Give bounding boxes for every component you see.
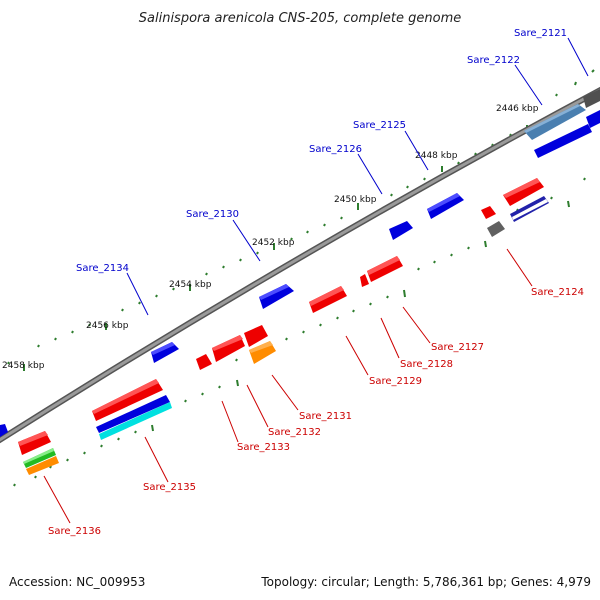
map-title: Salinispora arenicola CNS-205, complete … bbox=[139, 11, 461, 26]
gene-label-reverse[interactable]: Sare_2128 bbox=[400, 359, 453, 370]
gene-label-forward[interactable]: Sare_2134 bbox=[76, 263, 129, 274]
gene-arrow[interactable] bbox=[151, 342, 179, 363]
ruler-label: 2458 kbp bbox=[2, 361, 45, 371]
gene-arrow[interactable] bbox=[524, 104, 586, 140]
ruler-label: 2456 kbp bbox=[86, 321, 129, 331]
gene-arrow[interactable] bbox=[534, 124, 592, 158]
ruler-label: 2454 kbp bbox=[169, 280, 212, 290]
gene-label-reverse[interactable]: Sare_2129 bbox=[369, 376, 422, 387]
gene-label-forward[interactable]: Sare_2126 bbox=[309, 144, 362, 155]
ruler-label: 2446 kbp bbox=[496, 104, 539, 114]
gene-arrow[interactable] bbox=[96, 395, 170, 433]
accession-text: Accession: NC_009953 bbox=[9, 575, 145, 589]
gene-arrow[interactable] bbox=[196, 354, 212, 370]
gene-arrow[interactable] bbox=[259, 284, 294, 309]
gene-arrow[interactable] bbox=[99, 402, 172, 440]
gene-arrow[interactable] bbox=[583, 89, 600, 108]
gene-arrow[interactable] bbox=[26, 456, 59, 475]
forward-genes bbox=[0, 89, 600, 437]
forward-label-connectors bbox=[126, 37, 589, 316]
gene-arrow[interactable] bbox=[244, 325, 268, 347]
gene-label-reverse[interactable]: Sare_2131 bbox=[299, 411, 352, 422]
genome-stats-text: Topology: circular; Length: 5,786,361 bp… bbox=[260, 575, 591, 589]
reverse-label-connectors bbox=[43, 248, 533, 524]
ruler-label: 2452 kbp bbox=[252, 238, 295, 248]
gene-label-forward[interactable]: Sare_2130 bbox=[186, 209, 239, 220]
gene-label-forward[interactable]: Sare_2121 bbox=[514, 28, 567, 39]
gene-arrow[interactable] bbox=[427, 193, 464, 219]
gene-arrow[interactable] bbox=[360, 274, 369, 287]
gene-arrow[interactable] bbox=[481, 206, 496, 219]
gene-arrow[interactable] bbox=[389, 221, 413, 240]
ruler-label: 2448 kbp bbox=[415, 151, 458, 161]
gene-label-reverse[interactable]: Sare_2127 bbox=[431, 342, 484, 353]
reverse-genes bbox=[18, 178, 549, 475]
gene-label-forward[interactable]: Sare_2125 bbox=[353, 120, 406, 131]
gene-arrow[interactable] bbox=[487, 221, 505, 237]
gene-arrow[interactable] bbox=[0, 424, 8, 437]
gene-label-forward[interactable]: Sare_2122 bbox=[467, 55, 520, 66]
gene-label-reverse[interactable]: Sare_2124 bbox=[531, 287, 584, 298]
gene-label-reverse[interactable]: Sare_2136 bbox=[48, 526, 101, 537]
gene-label-reverse[interactable]: Sare_2132 bbox=[268, 427, 321, 438]
gene-arrow[interactable] bbox=[212, 335, 245, 362]
ruler-label: 2450 kbp bbox=[334, 195, 377, 205]
gene-arrow[interactable] bbox=[503, 178, 544, 206]
gene-label-reverse[interactable]: Sare_2133 bbox=[237, 442, 290, 453]
gene-label-reverse[interactable]: Sare_2135 bbox=[143, 482, 196, 493]
gene-arrow[interactable] bbox=[249, 341, 276, 364]
